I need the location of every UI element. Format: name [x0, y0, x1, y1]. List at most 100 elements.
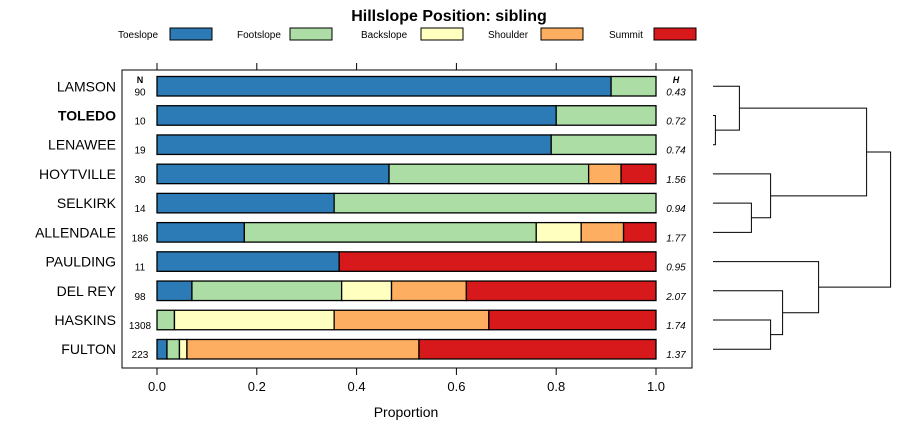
bar-segment-del-rey-toeslope — [156, 280, 193, 302]
row-label-allendale: ALLENDALE — [35, 224, 116, 240]
bar-segment-del-rey-summit — [465, 280, 657, 302]
row-label-fulton: FULTON — [61, 341, 116, 357]
bar-segment-lenawee-footslope — [550, 134, 657, 156]
bar-segment-selkirk-toeslope — [156, 192, 335, 214]
h-value: 1.74 — [666, 321, 686, 332]
row-label-hoytville: HOYTVILLE — [39, 166, 116, 182]
dendrogram — [713, 85, 892, 350]
legend-swatch-shoulder — [540, 27, 584, 41]
bar-segment-del-rey-shoulder — [390, 280, 468, 302]
row-label-selkirk: SELKIRK — [57, 195, 117, 211]
n-value: 14 — [134, 204, 146, 215]
bar-segment-fulton-summit — [418, 338, 657, 360]
bar-segment-haskins-summit — [488, 309, 657, 331]
bar-segment-lenawee-toeslope — [156, 134, 552, 156]
x-tick-label: 0.2 — [248, 379, 266, 394]
h-value: 0.43 — [666, 87, 686, 98]
bar-segment-del-rey-footslope — [191, 280, 343, 302]
n-value: 30 — [134, 175, 146, 186]
dendrogram-branch — [713, 114, 716, 146]
row-label-paulding: PAULDING — [45, 254, 116, 270]
h-value: 1.77 — [666, 233, 686, 244]
h-column-header: H — [673, 75, 680, 85]
n-column-header: N — [137, 75, 144, 85]
n-value: 19 — [134, 146, 146, 157]
bar-segment-fulton-backslope — [178, 338, 188, 360]
bar-segment-allendale-shoulder — [580, 221, 625, 243]
legend-label-toeslope: Toeslope — [118, 30, 158, 41]
x-tick-label: 1.0 — [647, 379, 665, 394]
legend-swatch-footslope — [289, 27, 333, 41]
bar-segment-haskins-backslope — [173, 309, 335, 331]
h-value: 1.56 — [666, 175, 686, 186]
h-value: 0.74 — [666, 146, 686, 157]
bar-segment-lamson-toeslope — [156, 75, 612, 97]
bars-group — [156, 75, 657, 360]
bar-segment-selkirk-footslope — [333, 192, 657, 214]
legend-label-summit: Summit — [609, 30, 643, 41]
bar-segment-allendale-summit — [622, 221, 657, 243]
n-value: 186 — [132, 233, 149, 244]
bar-segment-toledo-toeslope — [156, 105, 557, 126]
bar-segment-toledo-footslope — [555, 105, 657, 126]
bar-segment-haskins-footslope — [156, 309, 176, 331]
bar-segment-hoytville-shoulder — [587, 163, 622, 185]
bar-segment-allendale-footslope — [243, 221, 537, 243]
x-tick-label: 0.4 — [348, 379, 366, 394]
h-value: 0.72 — [666, 116, 686, 127]
row-label-lenawee: LENAWEE — [48, 137, 116, 153]
dendrogram-branch — [713, 173, 772, 219]
n-value: 10 — [134, 116, 146, 127]
legend-swatch-summit — [653, 27, 697, 41]
chart-title: Hillslope Position: sibling — [351, 8, 547, 25]
row-label-del-rey: DEL REY — [57, 283, 117, 299]
dendrogram-branch — [713, 85, 740, 131]
n-value: 98 — [134, 292, 146, 303]
x-tick-label: 0.6 — [447, 379, 465, 394]
bar-segment-fulton-toeslope — [156, 338, 168, 360]
row-labels: LAMSON 90 0.43 TOLEDO 10 0.72 LENAWEE 19 0.74 HOY… — [35, 78, 686, 361]
bar-segment-fulton-shoulder — [186, 338, 420, 360]
legend-label-shoulder: Shoulder — [488, 30, 529, 41]
legend-swatch-backslope — [420, 27, 464, 41]
bar-segment-hoytville-footslope — [388, 163, 590, 185]
h-value: 0.94 — [666, 204, 686, 215]
legend-swatch-toeslope — [169, 27, 213, 41]
bar-segment-allendale-toeslope — [156, 221, 245, 243]
bar-segment-hoytville-summit — [620, 163, 657, 185]
legend: Toeslope Footslope Backslope Shoulder Summit — [118, 27, 697, 41]
n-value: 90 — [134, 87, 146, 98]
x-tick-label: 0.8 — [547, 379, 565, 394]
x-axis: 0.0 0.2 0.4 0.6 0.8 1.0 — [148, 63, 665, 394]
row-label-toledo: TOLEDO — [58, 107, 116, 123]
dendrogram-branch — [739, 107, 868, 197]
n-value: 11 — [135, 263, 146, 274]
bar-segment-fulton-footslope — [166, 338, 181, 360]
row-label-lamson: LAMSON — [57, 78, 116, 94]
bar-segment-haskins-shoulder — [333, 309, 490, 331]
bar-segment-lamson-footslope — [610, 75, 657, 97]
bar-segment-paulding-toeslope — [156, 251, 340, 272]
h-value: 2.07 — [665, 292, 686, 303]
n-value: 1308 — [129, 321, 152, 332]
x-tick-label: 0.0 — [148, 379, 166, 394]
x-axis-label: Proportion — [374, 404, 439, 420]
legend-label-footslope: Footslope — [237, 30, 281, 41]
legend-label-backslope: Backslope — [361, 30, 408, 41]
n-value: 223 — [132, 350, 149, 361]
bar-segment-hoytville-toeslope — [156, 163, 390, 185]
row-label-haskins: HASKINS — [55, 312, 116, 328]
dendrogram-branch — [713, 261, 820, 314]
bar-segment-del-rey-backslope — [340, 280, 393, 302]
bar-segment-allendale-backslope — [535, 221, 582, 243]
dendrogram-branch — [713, 202, 752, 233]
dendrogram-branch — [713, 290, 784, 336]
dendrogram-branch — [818, 151, 892, 288]
dendrogram-branch — [713, 319, 772, 350]
bar-segment-paulding-summit — [338, 251, 657, 272]
h-value: 1.37 — [666, 350, 686, 361]
h-value: 0.95 — [666, 263, 686, 274]
plot-panel — [121, 69, 693, 369]
